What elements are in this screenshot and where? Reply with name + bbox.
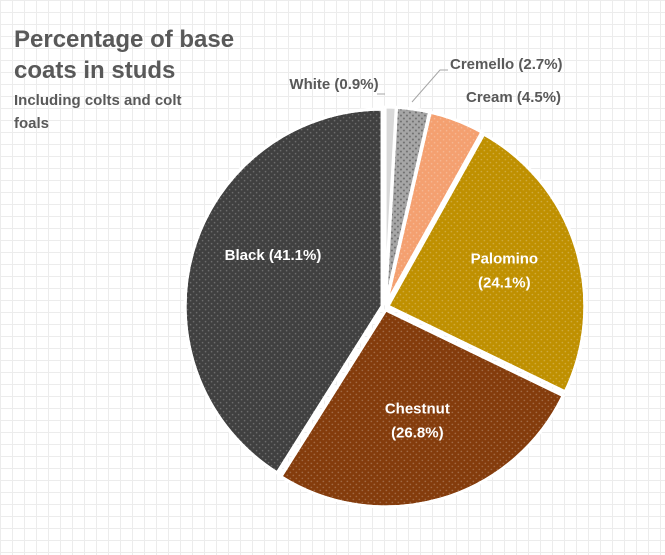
slice-label-palomino-name: Palomino — [471, 250, 539, 267]
slice-palomino — [386, 132, 587, 394]
slice-cream — [384, 110, 484, 306]
leader-line-cremello — [411, 69, 448, 103]
slice-black-pattern — [183, 107, 384, 475]
slice-label-cream: Cream (4.5%) — [466, 89, 561, 106]
slice-chestnut-pattern — [279, 308, 565, 509]
slice-label-white: White (0.9%) — [289, 76, 378, 93]
slice-black — [183, 107, 384, 475]
slice-cream-pattern — [384, 110, 484, 306]
slice-label-cremello: Cremello (2.7%) — [450, 56, 563, 73]
slice-palomino-pattern — [386, 132, 587, 394]
slice-label-black: Black (41.1%) — [225, 247, 322, 264]
slice-label-chestnut-value: (26.8%) — [391, 425, 444, 442]
slice-chestnut — [279, 308, 565, 509]
slice-label-chestnut-name: Chestnut — [385, 401, 450, 418]
chart-subtitle: Including colts and colt foals — [14, 92, 182, 132]
chart-title: Percentage of base coats in studs — [14, 26, 235, 84]
slice-label-palomino-value: (24.1%) — [478, 274, 531, 291]
